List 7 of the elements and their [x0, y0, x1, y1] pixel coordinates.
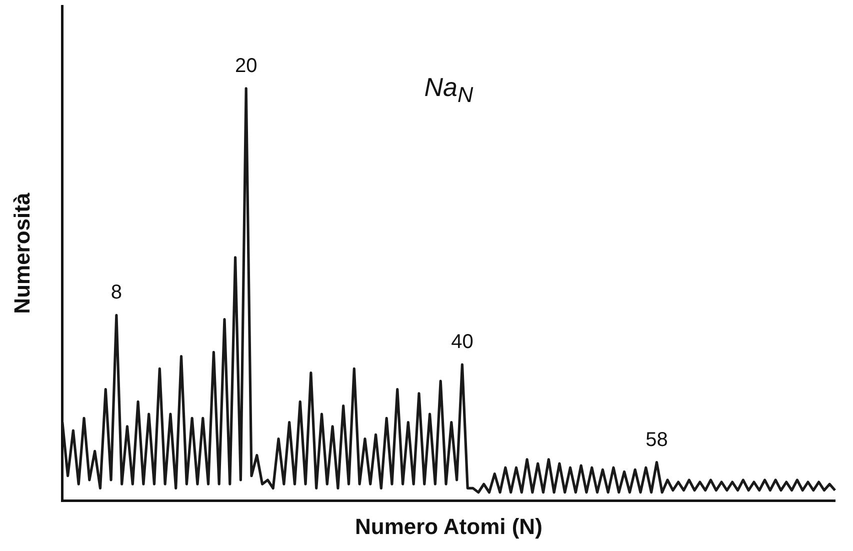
annotation: 40 [451, 331, 474, 354]
x-axis-title: Numero Atomi (N) [354, 514, 542, 539]
annotation: 8 [110, 282, 122, 304]
annotation: 20 [234, 54, 258, 77]
annotation: 58 [646, 428, 668, 451]
y-axis-title: Numerosità [9, 192, 34, 314]
annotation: Na$_{N}$ [424, 72, 474, 108]
